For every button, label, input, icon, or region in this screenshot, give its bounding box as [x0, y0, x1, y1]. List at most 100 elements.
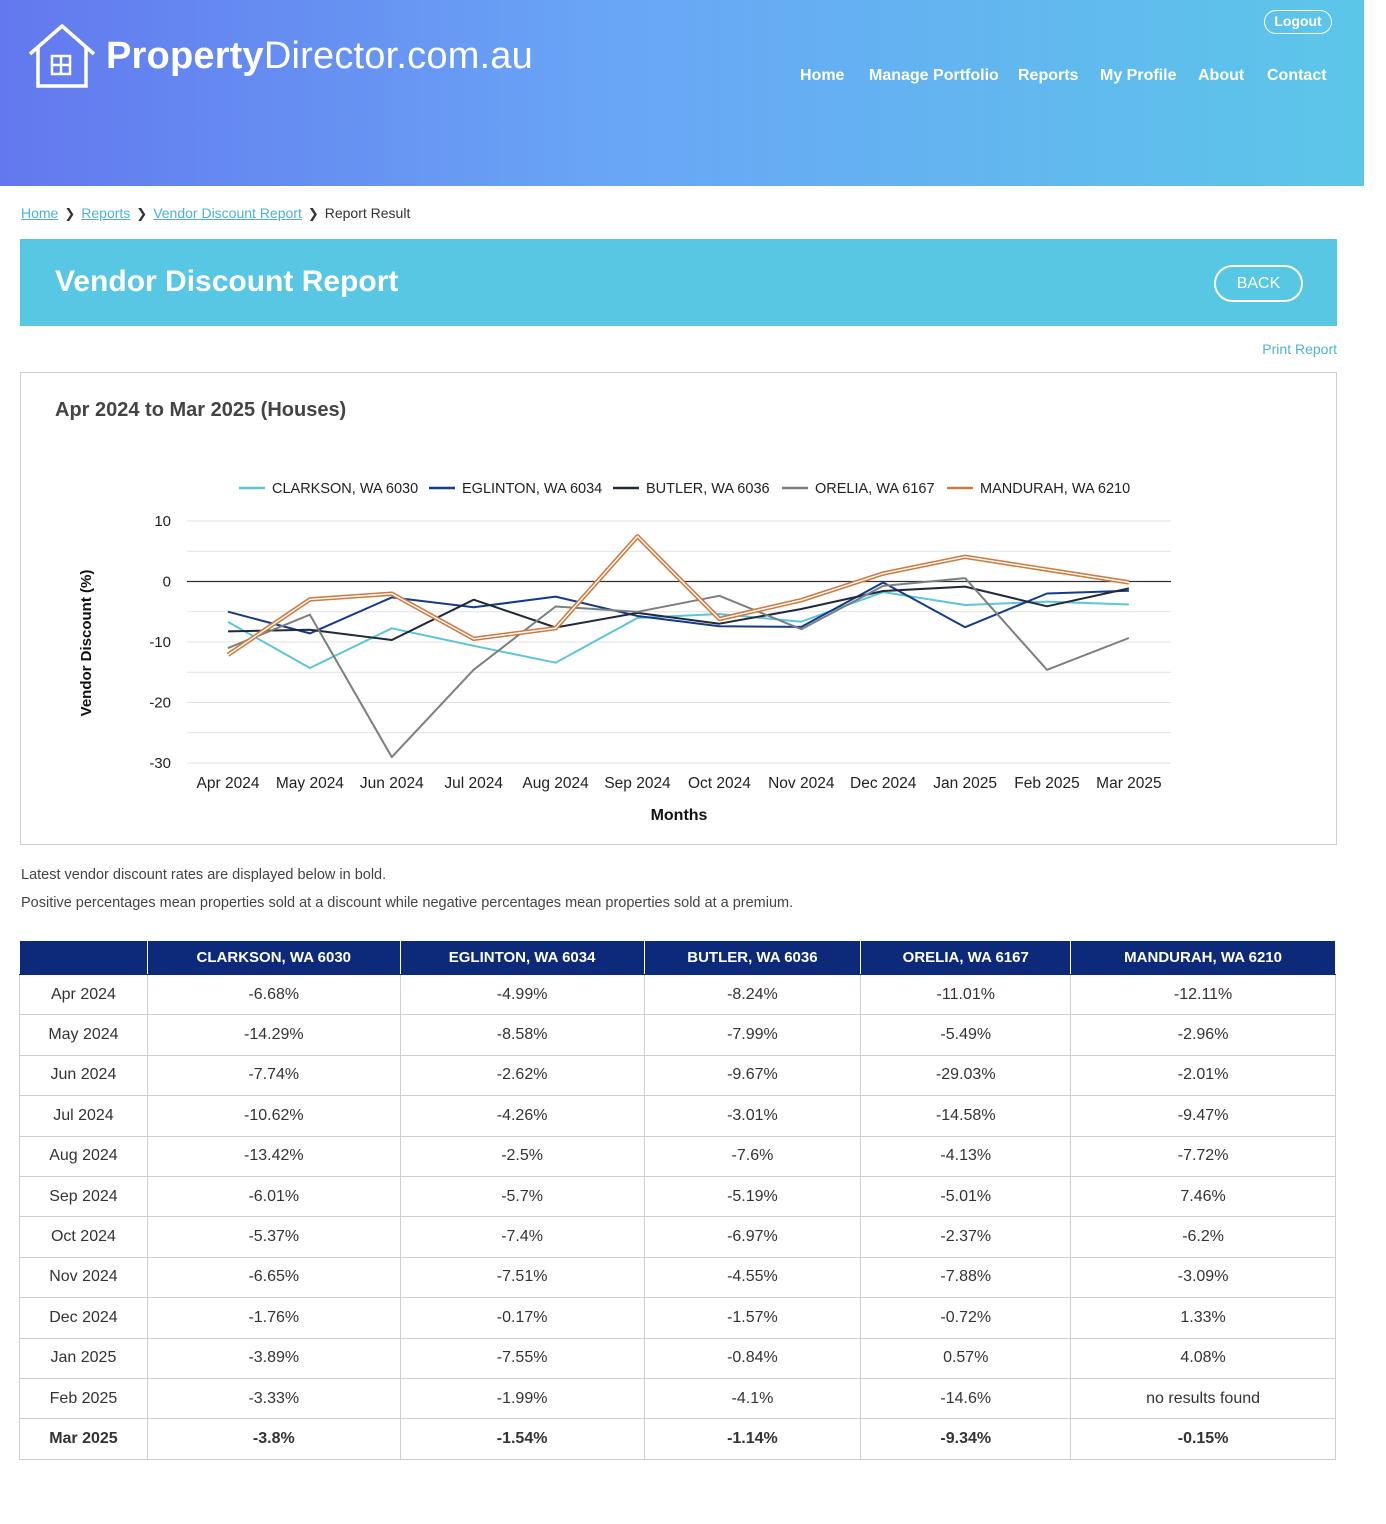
- table-cell: -5.19%: [643, 1175, 862, 1218]
- table-cell: -6.01%: [146, 1175, 401, 1218]
- breadcrumb: Home ❯ Reports ❯ Vendor Discount Report ❯ Repo…: [21, 205, 410, 222]
- row-month-cell: May 2024: [19, 1014, 148, 1056]
- table-cell: -14.58%: [860, 1095, 1072, 1137]
- legend-label: MANDURAH, WA 6210: [980, 481, 1130, 497]
- logout-button[interactable]: Logout: [1264, 10, 1332, 34]
- table-cell: -4.1%: [643, 1377, 862, 1420]
- series-line-clarkson: [227, 591, 1129, 669]
- x-tick-label: Aug 2024: [522, 775, 589, 792]
- table-cell: -2.5%: [399, 1135, 645, 1177]
- table-cell: -5.7%: [399, 1175, 645, 1218]
- table-cell: -1.54%: [399, 1418, 645, 1460]
- nav-home[interactable]: Home: [800, 67, 845, 84]
- legend-label: EGLINTON, WA 6034: [462, 481, 602, 497]
- x-tick-label: Jul 2024: [444, 775, 503, 792]
- table-cell: -1.14%: [643, 1418, 862, 1460]
- table-row: Oct 2024 -5.37% -7.4% -6.97% -2.37% -6.2%: [19, 1216, 1336, 1258]
- table-cell: -14.6%: [860, 1377, 1072, 1420]
- site-header: PropertyDirector.com.au Logout Home Mana…: [0, 0, 1364, 186]
- table-cell: -5.37%: [146, 1216, 401, 1258]
- table-cell: -9.47%: [1070, 1095, 1336, 1137]
- chart-panel: Apr 2024 to Mar 2025 (Houses) 10 0 -10 -20 -…: [20, 372, 1337, 845]
- x-tick-label: Jan 2025: [933, 775, 997, 792]
- table-cell: -2.01%: [1070, 1054, 1336, 1097]
- table-cell: -13.42%: [146, 1135, 401, 1177]
- table-cell: -6.2%: [1070, 1216, 1336, 1258]
- table-cell: -1.76%: [146, 1297, 401, 1339]
- y-tick-label: -30: [149, 755, 171, 772]
- table-cell: -0.84%: [643, 1337, 862, 1379]
- breadcrumb-vendor-discount-report[interactable]: Vendor Discount Report: [153, 205, 302, 221]
- table-cell: 4.08%: [1070, 1337, 1336, 1379]
- table-cell: -14.29%: [146, 1014, 401, 1056]
- row-month-cell: Feb 2025: [19, 1377, 148, 1420]
- series-line-mandurah-inner: [227, 535, 1130, 656]
- table-cell: -6.97%: [643, 1216, 862, 1258]
- table-row: Jun 2024 -7.74% -2.62% -9.67% -29.03% -2.01%: [19, 1054, 1336, 1097]
- table-cell: -7.51%: [399, 1256, 645, 1299]
- row-month-cell: Jan 2025: [19, 1337, 148, 1379]
- nav-reports[interactable]: Reports: [1018, 67, 1079, 84]
- series-line-butler: [227, 585, 1130, 641]
- logo-text: PropertyDirector.com.au: [106, 34, 533, 77]
- row-month-cell: Dec 2024: [19, 1297, 148, 1339]
- table-cell: -7.74%: [146, 1054, 401, 1097]
- table-cell: -2.96%: [1070, 1014, 1336, 1056]
- x-axis-title: Months: [651, 807, 708, 824]
- table-cell: -2.37%: [860, 1216, 1072, 1258]
- table-cell: -7.55%: [399, 1337, 645, 1379]
- table-cell: -3.33%: [146, 1377, 401, 1420]
- table-row: Apr 2024 -6.68% -4.99% -8.24% -11.01% -12.11%: [19, 973, 1336, 1016]
- y-tick-label: 0: [163, 574, 171, 591]
- table-cell: -7.6%: [643, 1135, 862, 1177]
- x-tick-label: Feb 2025: [1014, 775, 1080, 792]
- table-cell: -9.67%: [643, 1054, 862, 1097]
- y-axis-title: Vendor Discount (%): [78, 570, 95, 717]
- table-cell: -0.72%: [860, 1297, 1072, 1339]
- breadcrumb-home[interactable]: Home: [21, 205, 59, 221]
- x-tick-label: Apr 2024: [197, 775, 260, 792]
- table-header-row: CLARKSON, WA 6030 EGLINTON, WA 6034 BUTL…: [19, 940, 1336, 975]
- table-row: May 2024 -14.29% -8.58% -7.99% -5.49% -2.96%: [19, 1014, 1336, 1056]
- note-percentages: Positive percentages mean properties sol…: [21, 895, 794, 911]
- x-tick-label: Oct 2024: [688, 775, 751, 792]
- x-tick-label: Mar 2025: [1096, 775, 1161, 792]
- row-month-cell: Oct 2024: [19, 1216, 148, 1258]
- row-month-cell: Jul 2024: [19, 1095, 148, 1137]
- table-cell: -4.26%: [399, 1095, 645, 1137]
- x-tick-label: Sep 2024: [604, 775, 671, 792]
- row-month-cell: Apr 2024: [19, 973, 148, 1016]
- table-cell: 1.33%: [1070, 1297, 1336, 1339]
- table-cell: -4.13%: [860, 1135, 1072, 1177]
- legend-label: ORELIA, WA 6167: [815, 481, 935, 497]
- table-header: MANDURAH, WA 6210: [1070, 940, 1336, 975]
- table-cell: -1.99%: [399, 1377, 645, 1420]
- site-logo[interactable]: PropertyDirector.com.au: [26, 22, 533, 90]
- discount-table: CLARKSON, WA 6030 EGLINTON, WA 6034 BUTL…: [19, 940, 1336, 1460]
- series-line-eglinton: [227, 581, 1129, 635]
- table-cell: -5.49%: [860, 1014, 1072, 1056]
- table-cell: -7.88%: [860, 1256, 1072, 1299]
- table-cell: -3.01%: [643, 1095, 862, 1137]
- table-header: EGLINTON, WA 6034: [399, 940, 645, 975]
- breadcrumb-reports[interactable]: Reports: [81, 205, 131, 221]
- table-row: Feb 2025 -3.33% -1.99% -4.1% -14.6% no result…: [19, 1377, 1336, 1420]
- table-cell: -0.17%: [399, 1297, 645, 1339]
- nav-my-profile[interactable]: My Profile: [1100, 67, 1177, 84]
- table-cell: -4.55%: [643, 1256, 862, 1299]
- report-title-bar: Vendor Discount Report BACK: [20, 239, 1337, 326]
- back-button[interactable]: BACK: [1214, 265, 1303, 302]
- table-header: CLARKSON, WA 6030: [146, 940, 401, 975]
- table-cell: -0.15%: [1070, 1418, 1336, 1460]
- nav-about[interactable]: About: [1198, 67, 1245, 84]
- table-cell: 0.57%: [860, 1337, 1072, 1379]
- nav-contact[interactable]: Contact: [1267, 67, 1327, 84]
- table-cell: -12.11%: [1070, 973, 1336, 1016]
- house-icon: [28, 24, 96, 88]
- nav-manage-portfolio[interactable]: Manage Portfolio: [869, 67, 999, 84]
- row-month-cell: Sep 2024: [19, 1175, 148, 1218]
- table-cell: -3.09%: [1070, 1256, 1336, 1299]
- breadcrumb-current: Report Result: [324, 205, 411, 221]
- print-report-link[interactable]: Print Report: [1262, 341, 1337, 357]
- table-cell: -9.34%: [860, 1418, 1072, 1460]
